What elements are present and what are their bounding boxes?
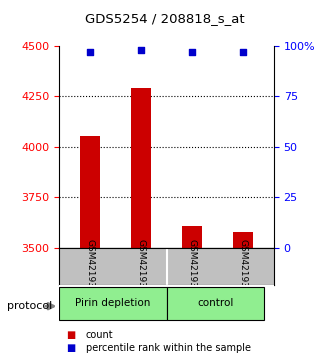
Text: count: count bbox=[86, 330, 114, 339]
Text: GDS5254 / 208818_s_at: GDS5254 / 208818_s_at bbox=[85, 12, 245, 25]
Text: GSM421934: GSM421934 bbox=[137, 239, 146, 294]
Point bbox=[87, 49, 93, 55]
Point bbox=[241, 49, 246, 55]
Bar bbox=[167, 287, 264, 320]
Text: Pirin depletion: Pirin depletion bbox=[75, 298, 151, 308]
Bar bbox=[182, 225, 202, 248]
Text: ■: ■ bbox=[66, 330, 75, 339]
Bar bbox=[59, 287, 167, 320]
Text: protocol: protocol bbox=[7, 301, 52, 311]
Bar bbox=[80, 136, 100, 248]
Point bbox=[189, 49, 195, 55]
Text: control: control bbox=[197, 298, 233, 308]
Text: percentile rank within the sample: percentile rank within the sample bbox=[86, 343, 251, 353]
Bar bbox=[131, 88, 151, 248]
Text: GSM421935: GSM421935 bbox=[188, 239, 197, 294]
Text: GSM421936: GSM421936 bbox=[239, 239, 248, 294]
Bar bbox=[233, 232, 253, 248]
Text: ■: ■ bbox=[66, 343, 75, 353]
Text: GSM421933: GSM421933 bbox=[85, 239, 94, 294]
Point bbox=[139, 47, 144, 53]
